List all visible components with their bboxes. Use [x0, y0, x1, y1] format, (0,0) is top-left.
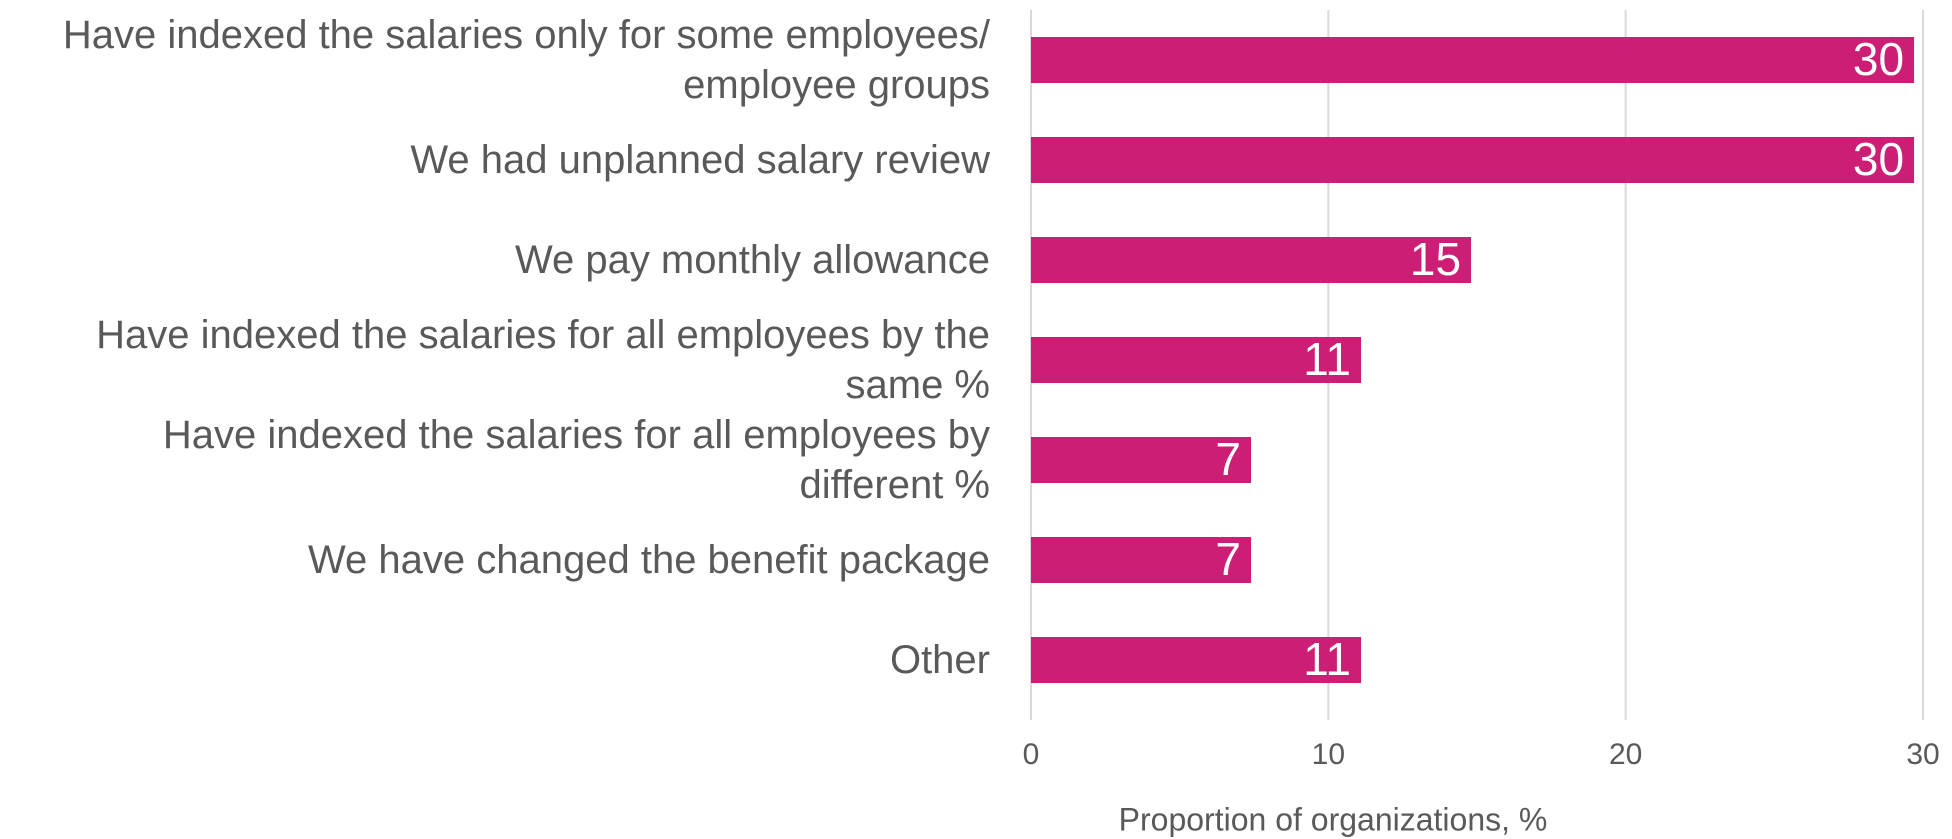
- x-tick-label: 10: [1312, 738, 1345, 771]
- bar: [1031, 137, 1915, 183]
- y-tick-label: We had unplanned salary review: [410, 138, 990, 182]
- x-tick-label: 20: [1609, 738, 1642, 771]
- bar: [1031, 437, 1252, 483]
- y-tick-label: We pay monthly allowance: [514, 238, 990, 282]
- data-label: 11: [1303, 633, 1351, 685]
- data-label: 7: [1215, 433, 1241, 485]
- x-tick-label: 0: [1023, 738, 1040, 771]
- bar: [1031, 637, 1362, 683]
- bar: [1031, 37, 1915, 83]
- y-tick-label: Other: [889, 638, 990, 682]
- data-label: 30: [1853, 133, 1904, 185]
- bar: [1031, 537, 1252, 583]
- x-tick-label: 30: [1906, 738, 1939, 771]
- bar: [1031, 237, 1472, 283]
- data-label: 30: [1853, 33, 1904, 85]
- data-label: 11: [1303, 333, 1351, 385]
- x-axis-title: Proportion of organizations, %: [1119, 801, 1548, 837]
- y-tick-label: Have indexed the salaries for all employ…: [162, 413, 990, 507]
- bar: [1031, 337, 1362, 383]
- y-tick-label: We have changed the benefit package: [308, 538, 990, 582]
- y-tick-label: Have indexed the salaries for all employ…: [96, 313, 990, 407]
- y-tick-label: Have indexed the salaries only for some …: [62, 13, 990, 107]
- data-label: 15: [1410, 233, 1461, 285]
- data-label: 7: [1215, 533, 1241, 585]
